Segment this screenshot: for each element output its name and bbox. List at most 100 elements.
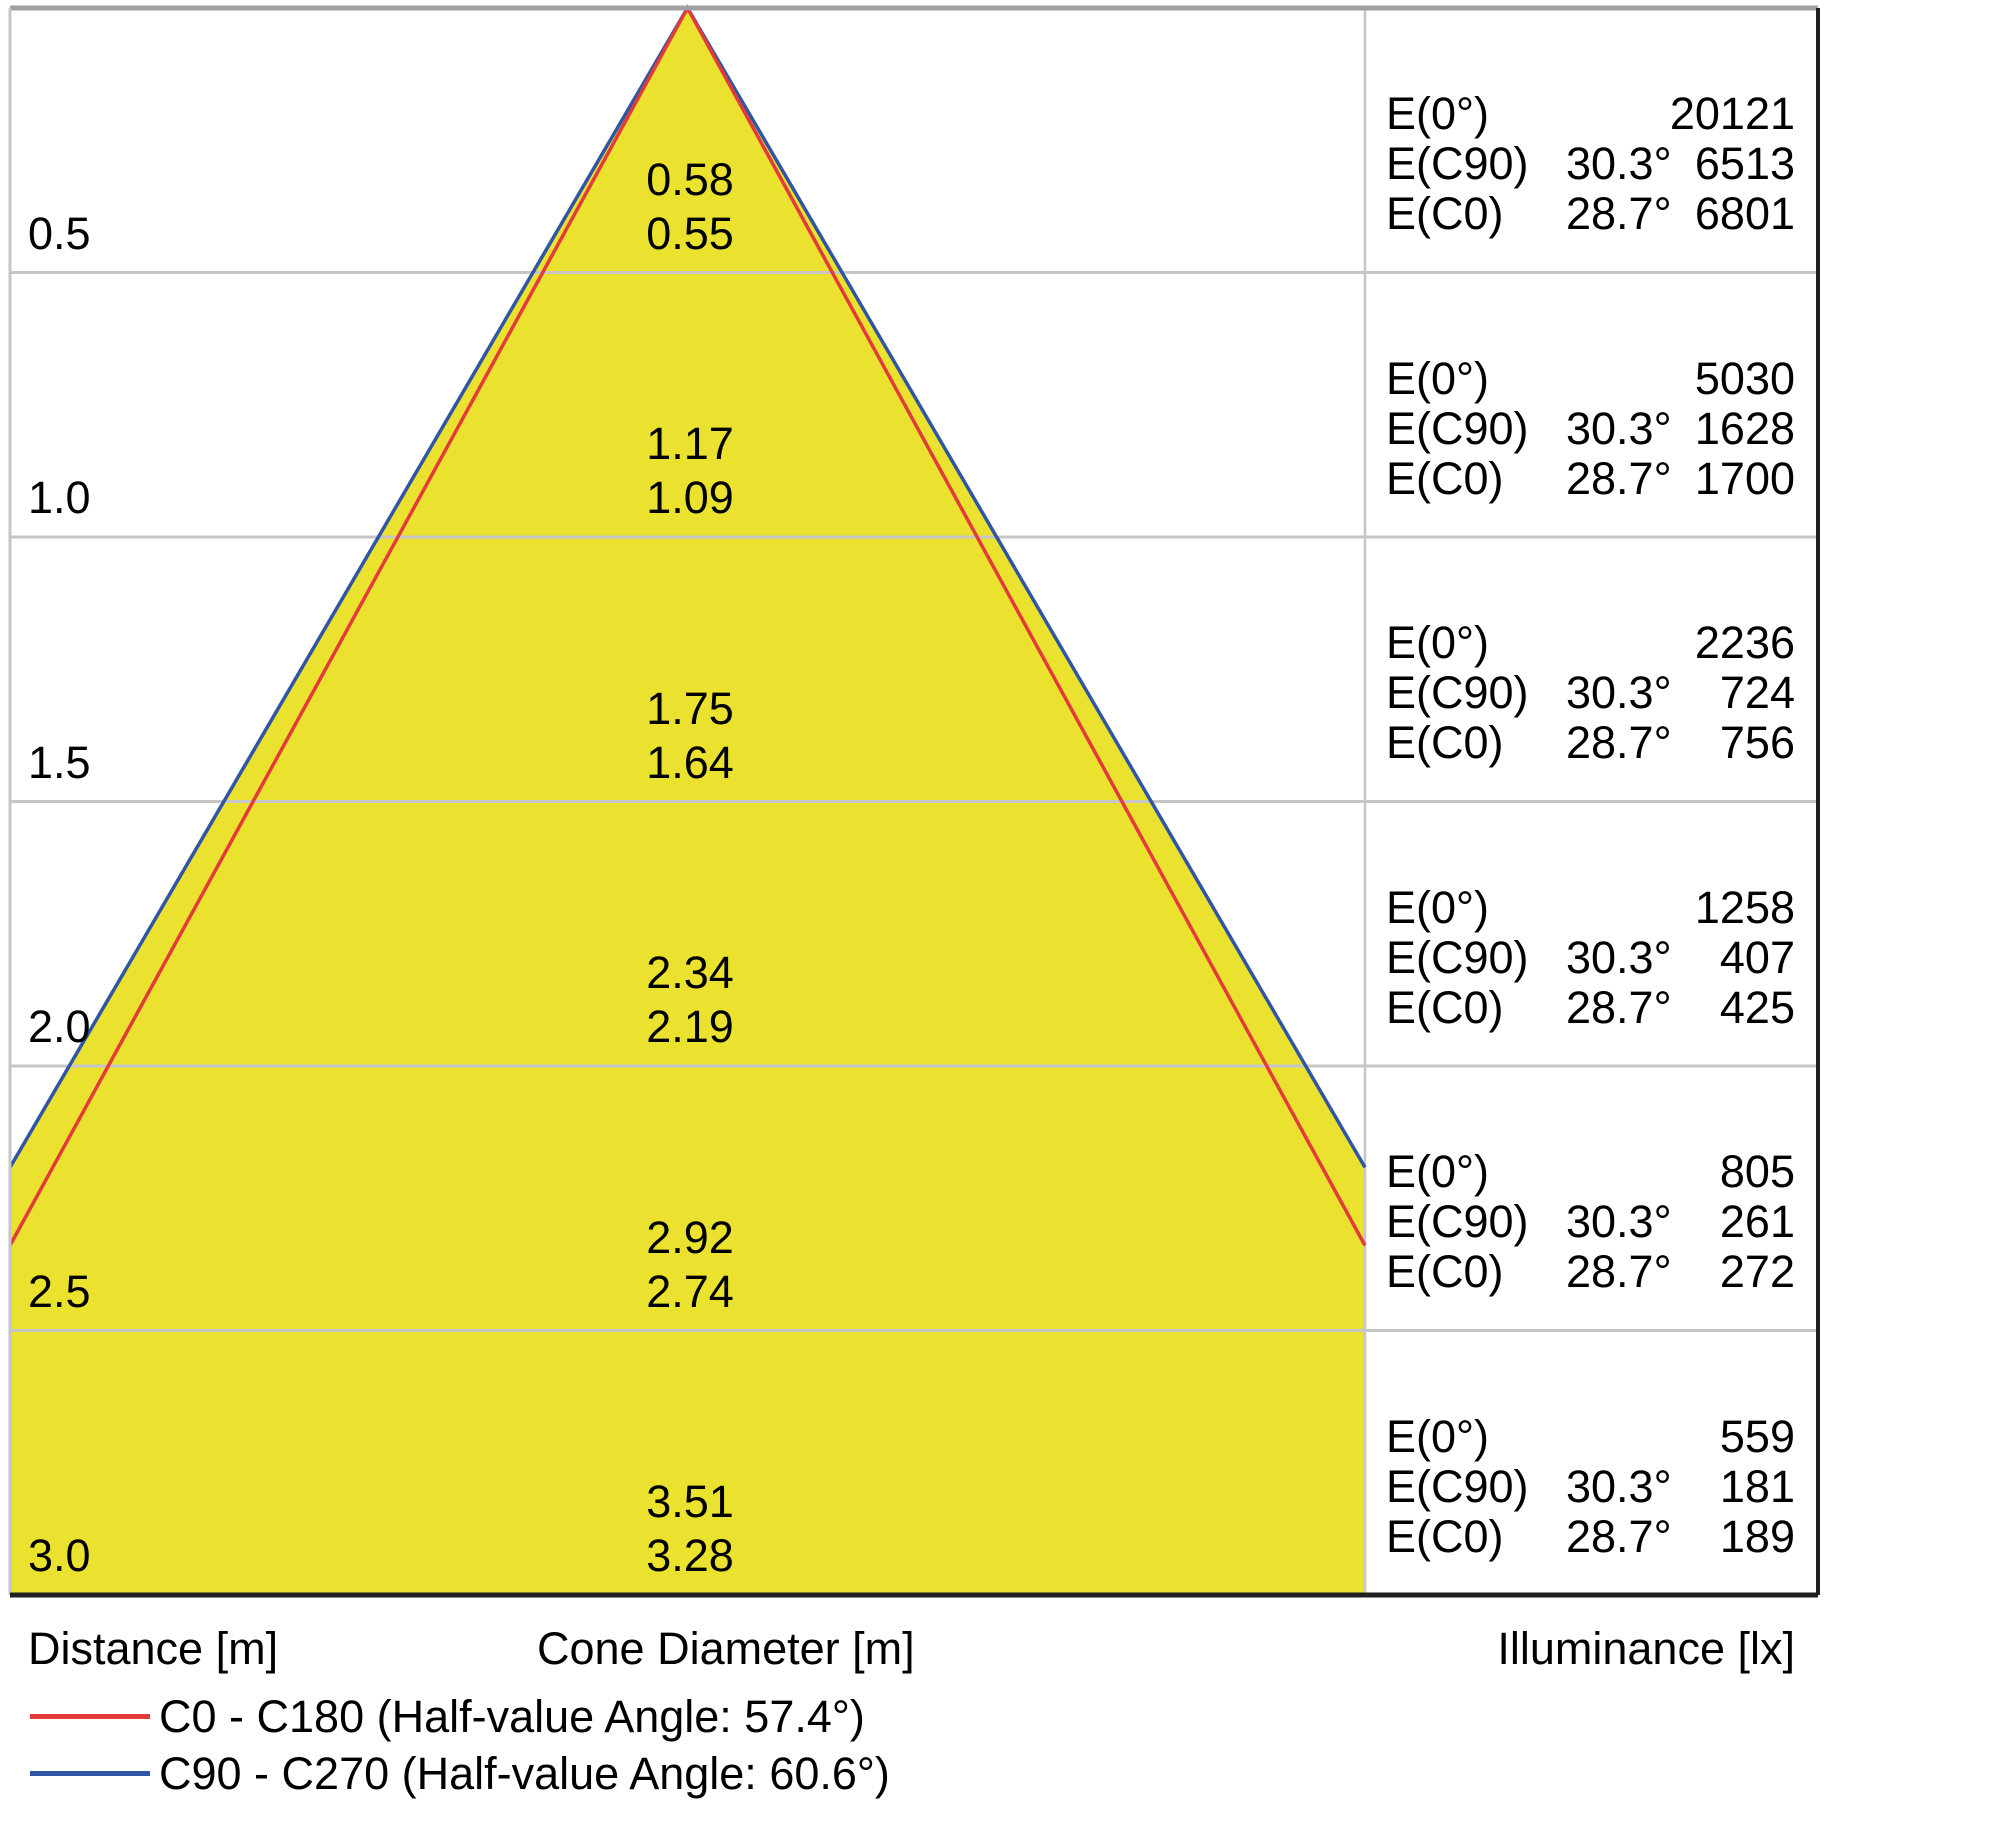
ec90-value: 724: [1719, 667, 1795, 718]
ec90-angle: 30.3°: [1566, 931, 1672, 983]
e0-label: E(0°): [1386, 881, 1490, 933]
illuminance-axis-label: Illuminance [lx]: [1497, 1623, 1795, 1674]
ec90-value: 261: [1719, 1196, 1795, 1247]
ec90-label: E(C90): [1386, 1460, 1529, 1512]
e0-line: E(0°) 5030: [1386, 353, 1795, 403]
ec0-label: E(C0): [1386, 1246, 1504, 1297]
illuminance-table: E(0°) 5030 E(C90) 30.3° 1628 E(C0) 28.7° 1700: [1386, 353, 1795, 503]
ec0-angle: 28.7°: [1566, 717, 1672, 768]
ec90-label: E(C90): [1386, 667, 1529, 718]
e0-label: E(0°): [1386, 88, 1490, 139]
cone-diameter-c90-value: 1.75: [646, 682, 734, 734]
ec90-line: E(C90) 30.3° 6513: [1386, 139, 1795, 189]
e0-label: E(0°): [1386, 617, 1490, 668]
ec0-value: 1700: [1694, 452, 1795, 504]
ec0-value: 6801: [1694, 188, 1795, 239]
ec90-value: 407: [1719, 931, 1795, 983]
ec90-line: E(C90) 30.3° 261: [1386, 1197, 1795, 1247]
e0-value: 805: [1719, 1146, 1795, 1197]
ec90-line: E(C90) 30.3° 1628: [1386, 403, 1795, 453]
ec90-angle: 30.3°: [1566, 667, 1672, 718]
cone-diameter-c0-value: 1.64: [646, 736, 734, 788]
illuminance-table: E(0°) 20121 E(C90) 30.3° 6513 E(C0) 28.7° 680…: [1386, 89, 1795, 239]
illuminance-table: E(0°) 2236 E(C90) 30.3° 724 E(C0) 28.7° 756: [1386, 618, 1795, 768]
legend-item-c90-c270: C90 - C270 (Half-value Angle: 60.6°): [30, 1745, 890, 1802]
e0-line: E(0°) 20121: [1386, 89, 1795, 139]
legend: C0 - C180 (Half-value Angle: 57.4°) C90 …: [30, 1688, 890, 1802]
e0-value: 5030: [1694, 352, 1795, 404]
ec90-line: E(C90) 30.3° 181: [1386, 1461, 1795, 1511]
ec0-value: 272: [1719, 1246, 1795, 1297]
cone-diameter-c0-value: 2.19: [646, 1001, 734, 1052]
ec0-label: E(C0): [1386, 981, 1504, 1033]
e0-value: 559: [1719, 1410, 1795, 1462]
ec0-line: E(C0) 28.7° 6801: [1386, 189, 1795, 239]
legend-label-c90-c270: C90 - C270 (Half-value Angle: 60.6°): [159, 1748, 890, 1799]
ec90-line: E(C90) 30.3° 407: [1386, 932, 1795, 982]
distance-value: 2.5: [28, 1265, 91, 1317]
ec90-line: E(C90) 30.3° 724: [1386, 668, 1795, 718]
e0-line: E(0°) 559: [1386, 1411, 1795, 1461]
legend-label-c0-c180: C0 - C180 (Half-value Angle: 57.4°): [159, 1691, 865, 1742]
ec0-angle: 28.7°: [1566, 452, 1672, 504]
e0-line: E(0°) 805: [1386, 1147, 1795, 1197]
ec0-angle: 28.7°: [1566, 1510, 1672, 1562]
cone-diameter-c0-value: 2.74: [646, 1265, 734, 1317]
c90-line-swatch: [30, 1771, 150, 1776]
ec90-angle: 30.3°: [1566, 138, 1672, 189]
illuminance-table: E(0°) 559 E(C90) 30.3° 181 E(C0) 28.7° 189: [1386, 1411, 1795, 1561]
ec0-angle: 28.7°: [1566, 1246, 1672, 1297]
legend-item-c0-c180: C0 - C180 (Half-value Angle: 57.4°): [30, 1688, 890, 1745]
ec0-label: E(C0): [1386, 188, 1504, 239]
cone-diameter-c90-value: 0.58: [646, 153, 734, 205]
ec0-line: E(C0) 28.7° 756: [1386, 718, 1795, 768]
distance-value: 0.5: [28, 207, 91, 259]
illuminance-table: E(0°) 805 E(C90) 30.3° 261 E(C0) 28.7° 272: [1386, 1147, 1795, 1297]
ec90-angle: 30.3°: [1566, 1460, 1672, 1512]
ec90-value: 1628: [1694, 402, 1795, 454]
distance-axis-label: Distance [m]: [28, 1623, 279, 1674]
e0-value: 1258: [1694, 881, 1795, 933]
ec0-value: 189: [1719, 1510, 1795, 1562]
ec0-line: E(C0) 28.7° 272: [1386, 1247, 1795, 1297]
illuminance-table: E(0°) 1258 E(C90) 30.3° 407 E(C0) 28.7° 425: [1386, 882, 1795, 1032]
ec90-angle: 30.3°: [1566, 402, 1672, 454]
ec0-line: E(C0) 28.7° 189: [1386, 1511, 1795, 1561]
ec0-angle: 28.7°: [1566, 188, 1672, 239]
distance-value: 3.0: [28, 1530, 91, 1581]
ec0-label: E(C0): [1386, 452, 1504, 504]
ec90-value: 181: [1719, 1460, 1795, 1512]
cone-diameter-c90-value: 2.34: [646, 947, 734, 998]
cone-diameter-c90-value: 1.17: [646, 418, 734, 469]
ec0-label: E(C0): [1386, 717, 1504, 768]
ec90-angle: 30.3°: [1566, 1196, 1672, 1247]
ec90-label: E(C90): [1386, 402, 1529, 454]
e0-line: E(0°) 1258: [1386, 882, 1795, 932]
cone-diameter-axis-label: Cone Diameter [m]: [537, 1623, 915, 1674]
cone-diameter-c90-value: 3.51: [646, 1476, 734, 1527]
ec0-label: E(C0): [1386, 1510, 1504, 1562]
ec0-line: E(C0) 28.7° 1700: [1386, 453, 1795, 503]
e0-label: E(0°): [1386, 1410, 1490, 1462]
e0-label: E(0°): [1386, 352, 1490, 404]
ec0-line: E(C0) 28.7° 425: [1386, 982, 1795, 1032]
distance-value: 2.0: [28, 1001, 91, 1052]
ec90-label: E(C90): [1386, 138, 1529, 189]
ec90-value: 6513: [1694, 138, 1795, 189]
e0-value: 20121: [1669, 88, 1795, 139]
ec0-value: 756: [1719, 717, 1795, 768]
e0-label: E(0°): [1386, 1146, 1490, 1197]
ec0-angle: 28.7°: [1566, 981, 1672, 1033]
cone-diameter-c0-value: 3.28: [646, 1530, 734, 1581]
cone-diameter-c0-value: 0.55: [646, 207, 734, 259]
cone-diameter-c90-value: 2.92: [646, 1211, 734, 1263]
distance-value: 1.5: [28, 736, 91, 788]
ec90-label: E(C90): [1386, 931, 1529, 983]
distance-value: 1.0: [28, 472, 91, 523]
ec0-value: 425: [1719, 981, 1795, 1033]
cone-diameter-c0-value: 1.09: [646, 472, 734, 523]
e0-line: E(0°) 2236: [1386, 618, 1795, 668]
ec90-label: E(C90): [1386, 1196, 1529, 1247]
